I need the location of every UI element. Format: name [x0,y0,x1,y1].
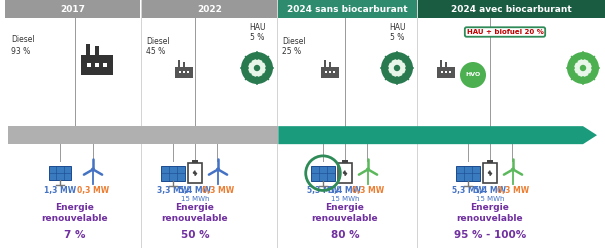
Bar [278,0,417,18]
Text: 5,3 MW: 5,3 MW [452,186,484,195]
Bar [445,62,447,66]
Polygon shape [193,171,197,176]
Bar [96,46,99,55]
Text: 1,3 MW: 1,3 MW [44,186,76,195]
Bar [142,0,277,18]
Text: 5 %: 5 % [390,32,404,41]
Polygon shape [488,171,492,176]
Text: 5,4 MW: 5,4 MW [179,186,211,195]
Circle shape [580,65,586,71]
Text: 50 %: 50 % [181,230,209,240]
Bar [188,163,202,183]
Circle shape [388,59,406,77]
Bar [178,71,180,73]
Bar [487,160,493,163]
Circle shape [248,59,266,77]
Text: 5,3 MW: 5,3 MW [307,186,339,195]
Text: 5,4 MW: 5,4 MW [329,186,361,195]
Bar [333,71,335,73]
Bar [86,44,90,55]
Text: Energie
renouvelable: Energie renouvelable [42,203,108,223]
Bar [5,0,140,18]
Bar [338,163,352,183]
Text: 93 %: 93 % [11,48,30,57]
Text: 0,3 MW: 0,3 MW [497,186,529,195]
Bar [437,66,455,77]
Text: 0,3 MW: 0,3 MW [202,186,234,195]
Circle shape [394,65,400,71]
Circle shape [460,62,486,88]
Bar [161,166,185,181]
Circle shape [241,52,273,84]
Text: Diesel: Diesel [146,37,169,47]
Bar [95,63,99,67]
Polygon shape [278,126,597,144]
Bar [456,166,480,181]
Circle shape [254,65,260,71]
Text: 2024 sans biocarburant: 2024 sans biocarburant [287,4,408,13]
Bar [483,163,497,183]
Bar [329,71,331,73]
Bar [103,63,107,67]
Circle shape [574,59,592,77]
Bar [49,166,71,180]
Text: HAU + biofuel 20 %: HAU + biofuel 20 % [466,29,543,35]
Polygon shape [343,171,347,176]
Bar [175,66,193,77]
Circle shape [381,52,413,84]
Text: 0,3 MW: 0,3 MW [352,186,384,195]
Text: 5,4 MW: 5,4 MW [474,186,506,195]
Circle shape [567,52,599,84]
Circle shape [91,167,95,171]
Bar [188,71,189,73]
Text: Energie
renouvelable: Energie renouvelable [312,203,378,223]
Text: 80 %: 80 % [331,230,359,240]
Bar [445,71,447,73]
Circle shape [511,167,515,171]
Text: 25 %: 25 % [282,48,301,57]
Text: 5 %: 5 % [250,32,264,41]
Bar [324,61,326,66]
Text: 2022: 2022 [197,4,222,13]
Text: 7 %: 7 % [64,230,86,240]
Bar [418,0,605,18]
Bar [311,166,335,181]
Polygon shape [8,126,278,144]
Bar [325,71,327,73]
Bar [183,62,185,66]
Bar [440,71,443,73]
Bar [178,61,180,66]
Bar [81,55,113,75]
Text: Energie
renouvelable: Energie renouvelable [457,203,523,223]
Text: Diesel: Diesel [11,35,34,44]
Bar [329,62,332,66]
Circle shape [216,167,220,171]
Text: 15 MWh: 15 MWh [476,196,504,202]
Text: 3,3 MW: 3,3 MW [157,186,189,195]
Text: 2024 avec biocarburant: 2024 avec biocarburant [451,4,572,13]
Bar [342,160,348,163]
Circle shape [366,167,370,171]
Text: Diesel: Diesel [282,37,306,47]
Text: 2017: 2017 [60,4,85,13]
Bar [87,63,91,67]
Text: Energie
renouvelable: Energie renouvelable [162,203,228,223]
Bar [192,160,198,163]
Text: HAU: HAU [249,24,265,32]
Text: 45 %: 45 % [146,48,165,57]
Bar [440,61,442,66]
Bar [321,66,339,77]
Text: 95 % - 100%: 95 % - 100% [454,230,526,240]
Text: HVO: HVO [465,72,480,77]
Bar [450,71,451,73]
Text: 0,3 MW: 0,3 MW [77,186,109,195]
Text: 15 MWh: 15 MWh [331,196,359,202]
Bar [183,71,185,73]
Text: HAU: HAU [389,24,405,32]
Text: 15 MWh: 15 MWh [181,196,209,202]
